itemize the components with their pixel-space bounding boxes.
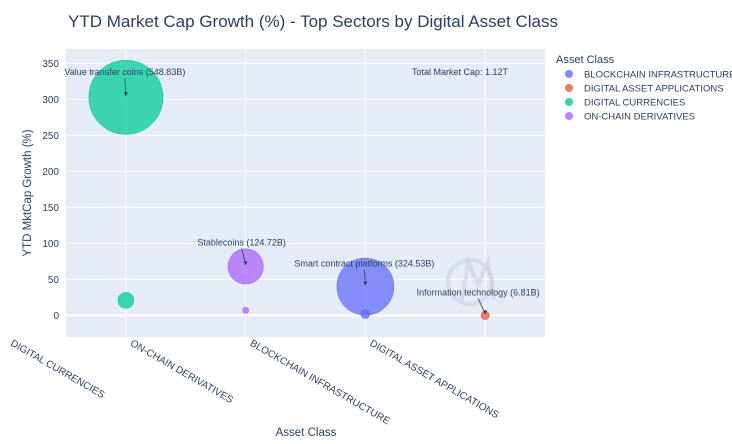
y-tick-label: 250 xyxy=(42,131,59,142)
legend-title: Asset Class xyxy=(556,54,615,66)
annotation-arrowhead xyxy=(483,310,488,315)
y-axis-ticks: 0 50 100 150 200 250 300 350 xyxy=(42,59,59,322)
y-tick-label: 150 xyxy=(42,203,59,214)
annotations: Value transfer coins (548.83B) Stablecoin… xyxy=(64,67,540,315)
y-tick-label: 0 xyxy=(53,311,59,322)
watermark xyxy=(446,255,496,306)
legend-marker xyxy=(565,98,573,106)
annotation-label: Smart contract platforms (324.53B) xyxy=(294,259,434,269)
legend-marker xyxy=(565,70,573,78)
annotation-label: Value transfer coins (548.83B) xyxy=(64,67,185,77)
x-tick-label: DIGITAL CURRENCIES xyxy=(8,338,106,401)
legend-item-label: BLOCKCHAIN INFRASTRUCTURE xyxy=(584,70,732,81)
bubble xyxy=(88,59,164,135)
legend-item-label: DIGITAL CURRENCIES xyxy=(584,98,685,109)
y-tick-label: 200 xyxy=(42,167,59,178)
annotation-label: Stablecoins (124.72B) xyxy=(197,237,286,247)
x-axis-ticks: DIGITAL CURRENCIES ON-CHAIN DERIVATIVES BL… xyxy=(8,338,500,427)
x-tick-label: DIGITAL ASSET APPLICATIONS xyxy=(368,338,501,421)
bubble xyxy=(117,292,135,309)
annotation-label: Information technology (6.81B) xyxy=(417,287,540,297)
bubble xyxy=(242,307,249,314)
bubble xyxy=(360,309,371,319)
total-market-cap-label: Total Market Cap: 1.12T xyxy=(412,67,509,77)
x-tick-label: ON-CHAIN DERIVATIVES xyxy=(128,338,235,406)
legend-marker xyxy=(565,112,573,120)
legend-item-label: DIGITAL ASSET APPLICATIONS xyxy=(584,84,724,95)
annotation-arrowhead xyxy=(123,92,128,97)
y-tick-label: 100 xyxy=(42,239,59,250)
legend-marker xyxy=(565,84,573,92)
y-tick-label: 50 xyxy=(48,275,60,286)
annotation-arrowhead xyxy=(243,261,248,266)
annotation-arrowhead xyxy=(363,281,368,286)
x-axis-title: Asset Class xyxy=(276,427,337,439)
bubble xyxy=(227,248,264,285)
legend-item-label: ON-CHAIN DERIVATIVES xyxy=(584,112,695,123)
bubbles xyxy=(88,59,490,320)
chart-title: YTD Market Cap Growth (%) - Top Sectors … xyxy=(68,12,558,31)
y-axis-title: YTD MktCap Growth (%) xyxy=(22,129,34,256)
y-tick-label: 350 xyxy=(42,59,59,70)
x-tick-label: BLOCKCHAIN INFRASTRUCTURE xyxy=(248,338,392,427)
legend: Asset Class BLOCKCHAIN INFRASTRUCTURE DIG… xyxy=(556,54,732,123)
y-tick-label: 300 xyxy=(42,95,59,106)
